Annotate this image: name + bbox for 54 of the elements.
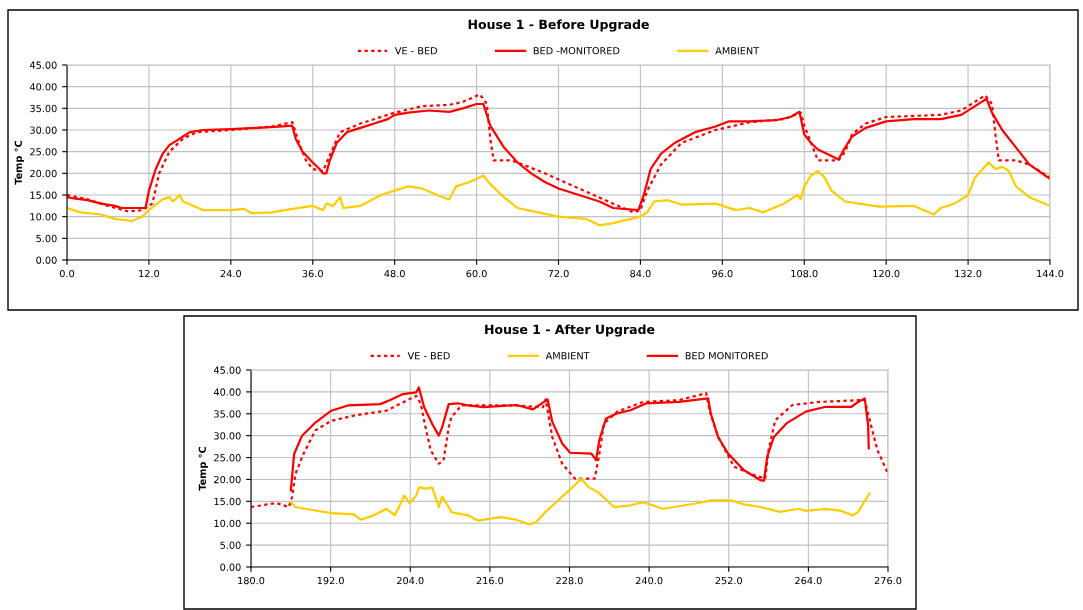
- y-tick-label: 25.00: [30, 148, 57, 156]
- x-tick-label: 96.0: [712, 269, 733, 278]
- y-tick-label: 45.00: [213, 366, 241, 374]
- y-tick-label: 20.00: [214, 475, 241, 484]
- y-tick-label: 10.00: [214, 519, 241, 528]
- x-tick-label: 84.0: [630, 269, 651, 278]
- y-axis-title: Temp °C: [14, 140, 24, 185]
- legend-label: BED -MONITORED: [533, 47, 620, 55]
- y-tick-label: 0.00: [220, 563, 241, 571]
- x-tick-label: 240.0: [635, 576, 663, 585]
- x-tick-label: 180.0: [238, 576, 265, 585]
- x-tick-label: 144.0: [1037, 269, 1064, 278]
- y-tick-label: 35.00: [214, 410, 241, 418]
- x-tick-label: 228.0: [556, 576, 583, 585]
- y-tick-label: 45.00: [29, 61, 57, 69]
- legend-label: VE - BED: [407, 352, 450, 360]
- x-tick-label: 72.0: [548, 269, 569, 278]
- x-tick-label: 252.0: [715, 576, 743, 585]
- x-tick-label: 264.0: [795, 576, 822, 585]
- y-tick-label: 15.00: [214, 497, 241, 506]
- line-series: [67, 161, 1050, 227]
- x-tick-label: 108.0: [791, 269, 818, 278]
- y-tick-label: 30.00: [30, 126, 57, 134]
- y-tick-label: 35.00: [30, 104, 57, 113]
- y-tick-label: 30.00: [214, 432, 241, 440]
- y-tick-label: 0.00: [36, 256, 57, 264]
- legend-label: VE - BED: [394, 47, 438, 55]
- y-tick-label: 25.00: [214, 454, 241, 462]
- x-tick-label: 192.0: [317, 576, 344, 585]
- y-tick-label: 5.00: [220, 541, 241, 549]
- x-tick-label: 120.0: [873, 269, 900, 278]
- y-tick-label: 20.00: [30, 169, 57, 178]
- y-tick-label: 10.00: [30, 213, 57, 221]
- x-tick-label: 60.0: [466, 269, 487, 278]
- x-tick-label: 276.0: [874, 576, 902, 585]
- x-tick-label: 24.0: [220, 269, 242, 278]
- x-tick-label: 36.0: [302, 269, 323, 278]
- x-tick-label: 204.0: [397, 576, 424, 585]
- line-series: [289, 477, 871, 526]
- legend-label: AMBIENT: [545, 352, 590, 360]
- y-tick-label: 15.00: [30, 191, 57, 199]
- y-tick-label: 40.00: [213, 388, 241, 396]
- x-tick-label: 216.0: [476, 576, 504, 585]
- y-tick-label: 5.00: [36, 234, 57, 243]
- y-tick-label: 40.00: [29, 83, 57, 91]
- x-tick-label: 48.0: [384, 269, 405, 278]
- y-axis-title: Temp °C: [198, 446, 208, 491]
- x-tick-label: 0.0: [59, 269, 75, 278]
- x-tick-label: 12.0: [139, 269, 160, 278]
- legend-label: AMBIENT: [715, 47, 760, 55]
- chart-title: House 1 - After Upgrade: [485, 324, 655, 337]
- x-tick-label: 132.0: [955, 269, 982, 278]
- legend-label: BED MONITORED: [685, 352, 768, 360]
- chart-title: House 1 - Before Upgrade: [468, 19, 649, 32]
